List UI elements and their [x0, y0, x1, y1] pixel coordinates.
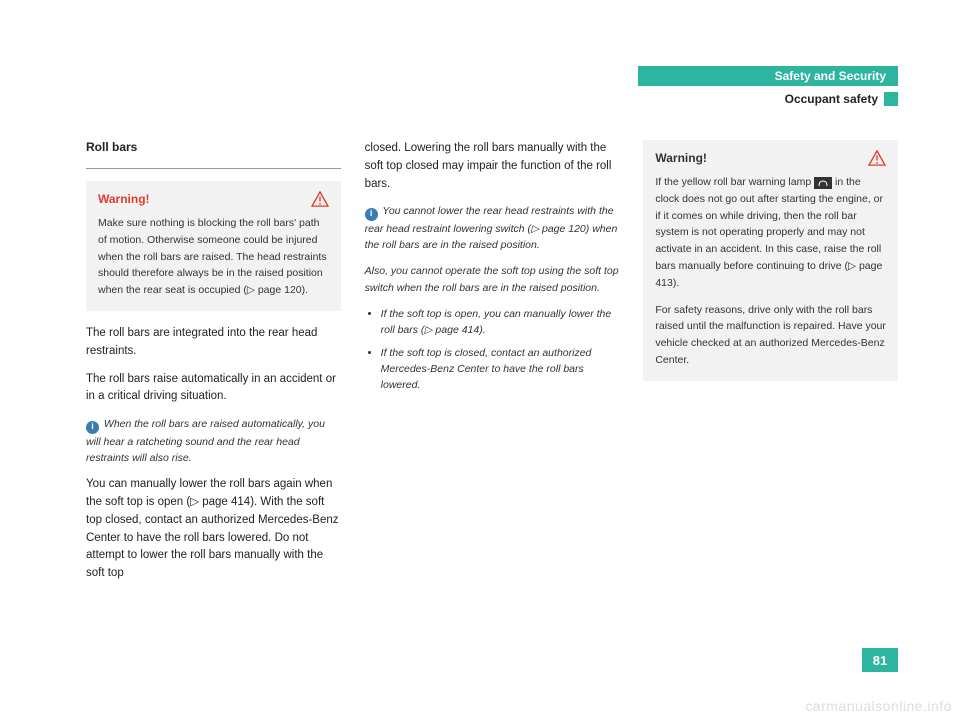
info-text: You cannot lower the rear head restraint…: [365, 205, 618, 251]
info-icon: i: [86, 421, 99, 434]
rollbar-lamp-icon: [814, 177, 832, 189]
bullet-list: If the soft top is open, you can manuall…: [365, 306, 620, 393]
watermark: carmanualsonline.info: [805, 698, 952, 714]
roll-bars-heading: Roll bars: [86, 140, 341, 154]
warning-triangle-icon: [311, 191, 329, 207]
section-header: Occupant safety: [638, 92, 898, 106]
paragraph: closed. Lowering the roll bars manually …: [365, 140, 620, 193]
paragraph: The roll bars are integrated into the re…: [86, 325, 341, 361]
warning-text-post: in the clock does not go out after start…: [655, 176, 883, 289]
warning-triangle-icon: [868, 150, 886, 166]
content-columns: Roll bars Warning! Make sure nothing is …: [86, 140, 898, 593]
column-1: Roll bars Warning! Make sure nothing is …: [86, 140, 341, 593]
column-3: Warning! If the yellow roll bar warning …: [643, 140, 898, 593]
warning-box-2: Warning! If the yellow roll bar warning …: [643, 140, 898, 381]
page-number: 81: [873, 653, 887, 668]
warning-label: Warning!: [98, 192, 150, 206]
warning-header: Warning!: [655, 150, 886, 166]
info-note: Also, you cannot operate the soft top us…: [365, 263, 620, 296]
warning-label: Warning!: [655, 151, 707, 165]
paragraph: You can manually lower the roll bars aga…: [86, 476, 341, 583]
warning-body: Make sure nothing is blocking the roll b…: [98, 215, 329, 299]
list-item: If the soft top is open, you can manuall…: [381, 306, 620, 339]
list-item: If the soft top is closed, contact an au…: [381, 345, 620, 394]
info-note: i You cannot lower the rear head restrai…: [365, 203, 620, 253]
info-icon: i: [365, 208, 378, 221]
info-text: When the roll bars are raised automatica…: [86, 418, 325, 464]
section-title: Occupant safety: [785, 92, 878, 106]
warning-box-1: Warning! Make sure nothing is blocking t…: [86, 181, 341, 311]
column-2: closed. Lowering the roll bars manually …: [365, 140, 620, 593]
chapter-title: Safety and Security: [775, 69, 886, 83]
warning-text-pre: If the yellow roll bar warning lamp: [655, 176, 814, 188]
info-note: i When the roll bars are raised automati…: [86, 416, 341, 466]
paragraph: The roll bars raise automatically in an …: [86, 371, 341, 407]
section-marker-icon: [884, 92, 898, 106]
warning-header: Warning!: [98, 191, 329, 207]
warning-body: If the yellow roll bar warning lamp in t…: [655, 174, 886, 292]
divider: [86, 168, 341, 169]
page-number-box: 81: [862, 648, 898, 672]
warning-body-2: For safety reasons, drive only with the …: [655, 302, 886, 369]
chapter-header: Safety and Security: [638, 66, 898, 86]
